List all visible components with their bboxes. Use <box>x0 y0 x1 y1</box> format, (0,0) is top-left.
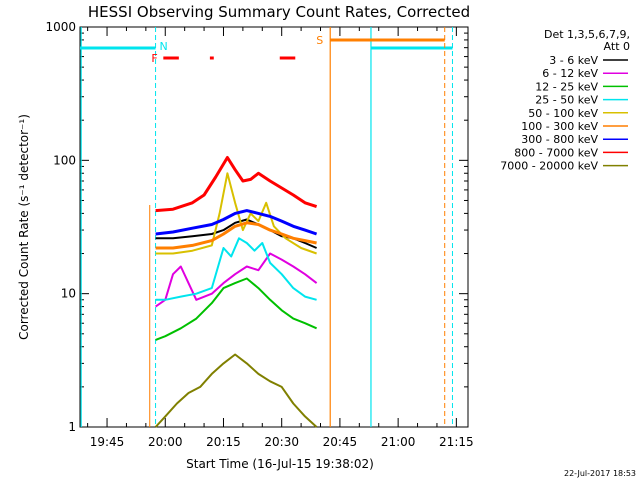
x-tick-label: 20:45 <box>323 435 358 449</box>
chart-title: HESSI Observing Summary Count Rates, Cor… <box>88 3 470 21</box>
x-tick-label: 20:30 <box>264 435 299 449</box>
plot-frame <box>79 26 469 428</box>
legend-entry-label: 100 - 300 keV <box>521 120 598 133</box>
legend-entry-label: 6 - 12 keV <box>542 67 598 80</box>
x-tick-label: 19:45 <box>90 435 125 449</box>
y-tick-label: 1000 <box>45 20 76 34</box>
x-tick-label: 20:00 <box>148 435 183 449</box>
series-line-3 <box>155 277 318 341</box>
series-layer <box>154 156 318 428</box>
x-axis: 19:45 20:00 20:15 20:30 20:45 21:00 21:15 <box>87 27 474 449</box>
x-axis-label: Start Time (16-Jul-15 19:38:02) <box>186 457 374 471</box>
observing-flags: NF S <box>80 27 453 427</box>
flare-flag-label: F <box>151 52 157 65</box>
legend-header: Att 0 <box>604 40 630 53</box>
night-flag-label: N <box>160 40 168 53</box>
series-line-8 <box>155 156 318 213</box>
legend-entry-label: 50 - 100 keV <box>528 107 598 120</box>
y-tick-label: 10 <box>61 287 76 301</box>
series-line-4 <box>155 237 317 301</box>
x-tick-label: 21:15 <box>439 435 474 449</box>
series-line-9 <box>154 353 318 428</box>
legend-entry-label: 3 - 6 keV <box>549 54 598 67</box>
series-line-7 <box>155 209 318 236</box>
legend-entry-label: 25 - 50 keV <box>535 94 598 107</box>
y-tick-label: 100 <box>53 153 76 167</box>
series-line-6 <box>155 221 317 250</box>
series-line-2 <box>155 252 318 308</box>
legend-entry-label: 12 - 25 keV <box>535 80 598 93</box>
y-axis: 1 10 100 1000 <box>45 20 468 434</box>
legend-entry-label: 800 - 7000 keV <box>514 146 598 159</box>
x-tick-label: 21:00 <box>381 435 416 449</box>
y-tick-label: 1 <box>68 420 76 434</box>
legend-entry-label: 300 - 800 keV <box>521 133 598 146</box>
timestamp-label: 22-Jul-2017 18:53 <box>564 469 636 478</box>
legend-header: Det 1,3,5,6,7,9, <box>544 28 630 41</box>
x-tick-label: 20:15 <box>206 435 241 449</box>
y-axis-label: Corrected Count Rate (s⁻¹ detector⁻¹) <box>17 114 31 340</box>
saa-flag-label: S <box>316 34 323 47</box>
legend-entry-label: 7000 - 20000 keV <box>500 160 598 173</box>
